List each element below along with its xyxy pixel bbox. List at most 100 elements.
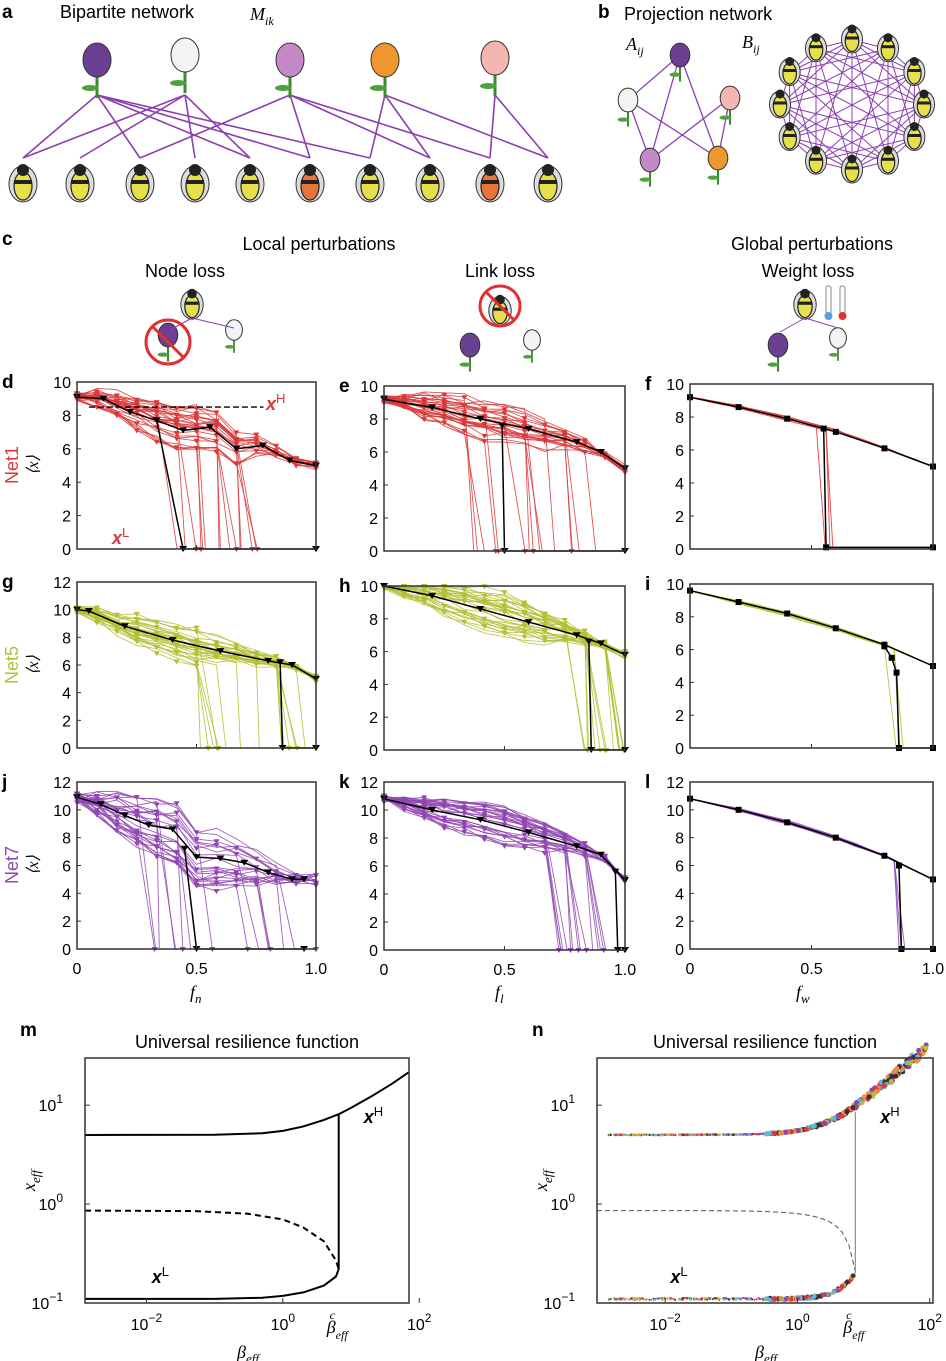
unstable-branch-line xyxy=(596,1210,856,1272)
panel-h: h 0 2 4 6 8 10 xyxy=(339,576,629,760)
ensemble-marker xyxy=(193,846,200,852)
bee-stripe xyxy=(907,69,922,72)
ensemble-marker xyxy=(481,624,488,630)
projection-link xyxy=(815,104,925,162)
y-tick-label: 10 xyxy=(666,377,684,394)
high-state-point xyxy=(742,1133,745,1136)
bee-stripe xyxy=(881,45,895,49)
high-state-point xyxy=(695,1133,699,1137)
mean-marker xyxy=(881,852,888,859)
projection-link xyxy=(815,48,915,138)
plot-frame xyxy=(689,583,934,749)
high-state-point xyxy=(638,1133,641,1137)
x-axis-label: βeff xyxy=(236,1342,261,1361)
projection-link xyxy=(779,48,889,106)
high-state-point xyxy=(668,1133,672,1137)
high-state-point xyxy=(729,1133,732,1136)
mean-marker xyxy=(264,657,273,664)
low-state-point xyxy=(633,1298,636,1301)
ensemble-line xyxy=(383,796,625,951)
high-state-point xyxy=(609,1133,612,1137)
x-tick-label: 100 xyxy=(785,1311,810,1334)
low-state-point xyxy=(803,1294,809,1300)
panel-letter-h: h xyxy=(339,576,351,597)
ensemble-marker xyxy=(561,625,568,631)
y-tick-label: 10 xyxy=(360,379,378,396)
low-state-point xyxy=(641,1298,644,1301)
mean-marker xyxy=(572,843,581,850)
low-state-point xyxy=(735,1297,738,1300)
ensemble-marker xyxy=(481,812,488,818)
low-state-point xyxy=(636,1297,639,1300)
bee-head xyxy=(800,288,810,299)
mean-marker xyxy=(152,417,161,424)
low-state-point xyxy=(729,1297,732,1300)
link xyxy=(804,317,839,329)
ensemble-marker xyxy=(481,423,488,429)
ensemble-marker xyxy=(441,610,448,616)
row-ylabel: ⟨x⟩ xyxy=(25,854,42,874)
network-link xyxy=(494,94,549,159)
link-loss-heading: Link loss xyxy=(465,261,535,281)
bee-icon xyxy=(880,38,896,61)
ensemble-marker xyxy=(153,407,160,413)
mean-marker xyxy=(126,409,135,416)
flower-leaf xyxy=(170,80,186,86)
low-state-point xyxy=(795,1296,801,1301)
bee-head xyxy=(883,145,893,155)
mean-marker xyxy=(735,599,742,606)
y-tick-label: 4 xyxy=(62,886,71,903)
ensemble-marker xyxy=(113,393,120,399)
mean-marker xyxy=(258,442,267,449)
ensemble-marker xyxy=(501,813,508,819)
mean-marker xyxy=(881,445,888,452)
low-state-point xyxy=(693,1298,696,1301)
bee-stripe xyxy=(845,166,859,170)
ensemble-marker xyxy=(113,612,120,618)
flower-icon xyxy=(82,42,112,78)
ensemble-line xyxy=(76,801,317,883)
x-axis-label: βeff xyxy=(754,1342,779,1361)
y-tick-label: 6 xyxy=(62,658,71,675)
y-tick-label: 8 xyxy=(62,831,71,848)
ensemble-marker xyxy=(233,846,240,852)
row-label-net7: Net7 ⟨x⟩ xyxy=(2,846,42,884)
high-state-point xyxy=(835,1113,841,1119)
projection-link xyxy=(779,104,889,162)
network-link xyxy=(96,94,371,159)
flower-icon xyxy=(719,85,741,111)
ensemble-line xyxy=(689,798,933,950)
bee-head xyxy=(187,288,197,299)
flower-leaf xyxy=(829,353,839,357)
projection-link xyxy=(851,48,889,171)
low-state-point xyxy=(772,1296,777,1301)
y-tick-label: 2 xyxy=(675,708,684,725)
high-state-point xyxy=(871,1091,877,1097)
bee-stripe xyxy=(186,180,204,184)
flower-leaf xyxy=(82,85,98,91)
low-state-point xyxy=(660,1297,663,1300)
ensemble-marker xyxy=(93,605,100,611)
high-state-point xyxy=(777,1130,783,1136)
high-state-point xyxy=(693,1133,696,1136)
bee-stripe xyxy=(773,101,787,105)
ensemble-marker xyxy=(521,845,528,851)
network-link xyxy=(96,94,311,159)
ensemble-line xyxy=(76,607,316,749)
ensemble-marker xyxy=(93,810,100,816)
network-link xyxy=(289,94,431,159)
ensemble-marker xyxy=(93,391,100,397)
y-tick-label: 10 xyxy=(360,579,378,596)
bee-head xyxy=(189,164,201,176)
panel-i: i 0 2 4 6 8 10 xyxy=(645,574,936,758)
projection-link xyxy=(779,104,915,138)
bee-head xyxy=(811,145,821,155)
high-state-point xyxy=(645,1133,648,1136)
mean-marker xyxy=(428,592,437,599)
ensemble-marker xyxy=(521,434,528,440)
mean-marker xyxy=(895,862,902,869)
mean-marker xyxy=(428,807,437,813)
mean-line xyxy=(689,589,934,667)
low-state-point xyxy=(616,1298,619,1301)
low-state-point xyxy=(755,1298,758,1301)
